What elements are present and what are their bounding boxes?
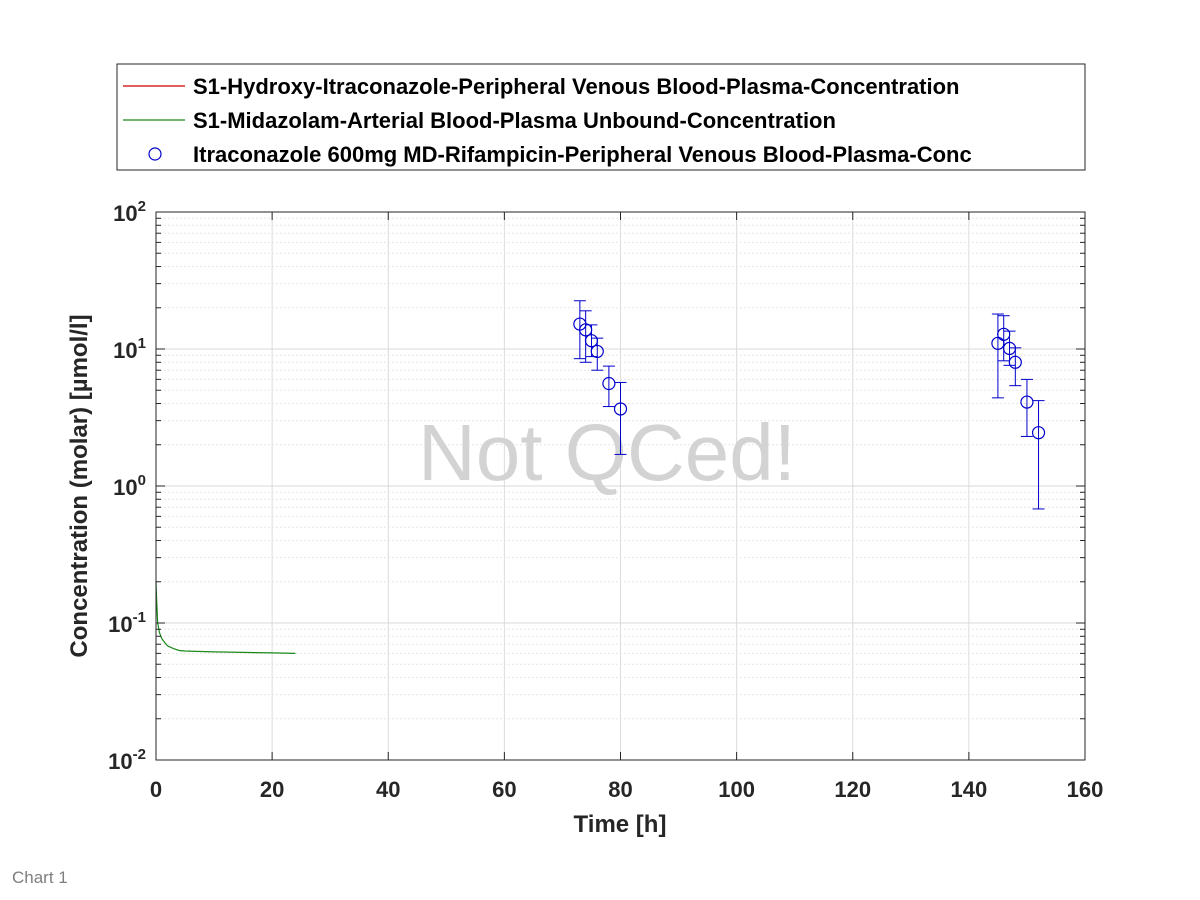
x-tick-label: 80 <box>608 777 632 802</box>
x-axis-label: Time [h] <box>574 811 667 838</box>
legend-box <box>116 63 1086 171</box>
data-point <box>1008 355 1022 369</box>
x-axis-ticks: 0 20 40 60 80 100 120 140 160 <box>150 212 1103 802</box>
y-tick-label: 100 <box>113 472 146 500</box>
legend-circle-marker <box>148 147 162 161</box>
data-point <box>590 344 604 359</box>
x-tick-label: 0 <box>150 777 162 802</box>
x-tick-label: 40 <box>376 777 400 802</box>
x-tick-label: 100 <box>718 777 755 802</box>
legend-entry-label: Itraconazole 600mg MD-Rifampicin-Periphe… <box>193 142 972 167</box>
y-tick-label: 10-2 <box>108 746 146 774</box>
grid-lines <box>156 212 1085 760</box>
x-tick-label: 60 <box>492 777 516 802</box>
x-tick-label: 120 <box>834 777 871 802</box>
data-point <box>1020 395 1034 409</box>
y-tick-label: 102 <box>113 198 146 226</box>
x-tick-label: 140 <box>951 777 988 802</box>
series-line <box>155 581 296 654</box>
legend-entry-label: S1-Hydroxy-Itraconazole-Peripheral Venou… <box>193 74 960 99</box>
legend-entry-label: S1-Midazolam-Arterial Blood-Plasma Unbou… <box>193 108 836 133</box>
series-layer <box>155 300 1046 654</box>
y-axis-ticks: 10-2 10-1 100 101 102 <box>108 198 1085 774</box>
x-tick-label: 160 <box>1067 777 1104 802</box>
y-tick-label: 10-1 <box>108 609 146 637</box>
legend: S1-Hydroxy-Itraconazole-Peripheral Venou… <box>116 63 1086 171</box>
watermark: Not QCed! <box>418 408 796 497</box>
data-point <box>602 376 616 391</box>
data-point <box>1031 426 1046 440</box>
x-tick-label: 20 <box>260 777 284 802</box>
chart-caption: Chart 1 <box>12 868 68 887</box>
data-point <box>613 402 628 416</box>
y-axis-label: Concentration (molar) [µmol/l] <box>66 314 93 657</box>
y-tick-label: 101 <box>113 335 146 363</box>
